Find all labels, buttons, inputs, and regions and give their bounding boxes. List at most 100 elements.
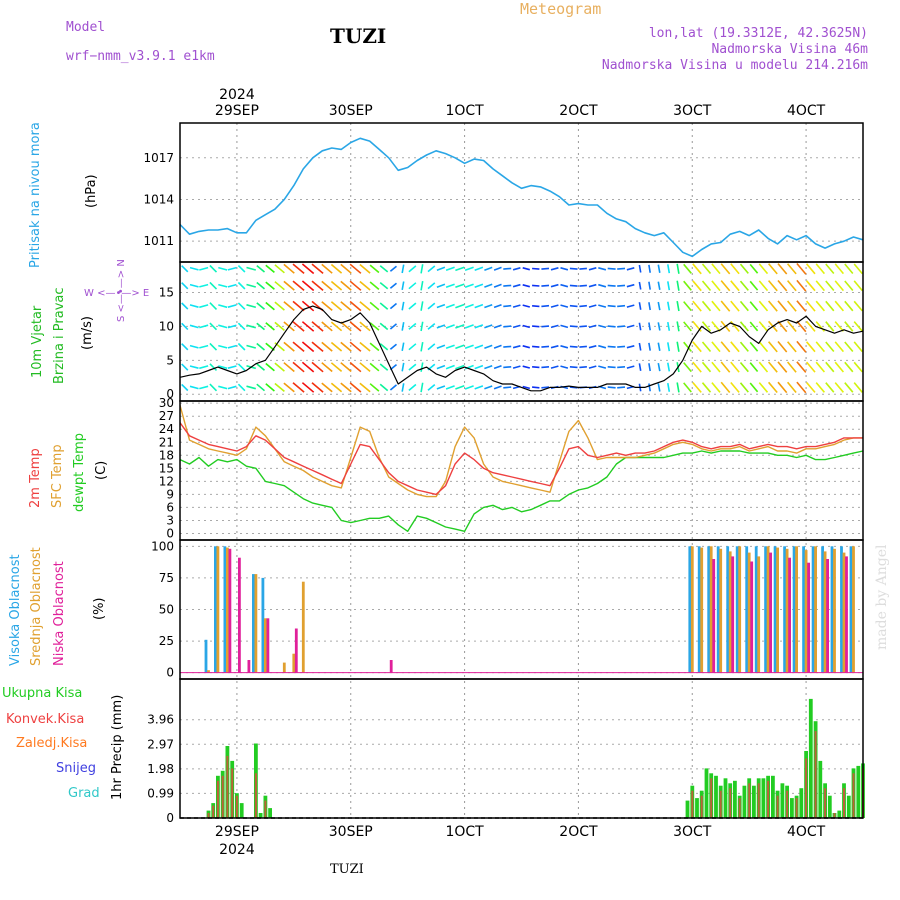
wind-arrow bbox=[199, 344, 209, 349]
wind-arrow bbox=[815, 263, 826, 275]
wind-arrow bbox=[301, 361, 315, 373]
wind-arrow bbox=[532, 386, 540, 389]
precip-total-bar bbox=[790, 798, 794, 818]
mid-cloud-bar bbox=[226, 547, 229, 673]
wind-arrow bbox=[532, 366, 540, 369]
wind-arrow bbox=[853, 341, 863, 353]
wind-arrow bbox=[369, 264, 380, 274]
wind-arrow bbox=[359, 341, 371, 352]
wind-arrow bbox=[464, 324, 474, 329]
wind-arrow bbox=[246, 266, 257, 271]
precip-conv-bar bbox=[221, 775, 224, 818]
wind-arrow bbox=[274, 301, 285, 311]
wind-arrow bbox=[617, 386, 626, 389]
wind-arrow bbox=[330, 263, 343, 274]
high-cloud-bar bbox=[214, 546, 217, 673]
wind-arrow bbox=[758, 382, 769, 393]
wind-arrow bbox=[227, 283, 237, 288]
wind-arrow bbox=[427, 343, 436, 351]
wind-arrow bbox=[292, 321, 305, 332]
wind-tick-label: 5 bbox=[166, 353, 174, 367]
precip-conv-bar bbox=[264, 800, 267, 818]
wind-arrow bbox=[321, 280, 333, 291]
wind-arrow bbox=[739, 300, 749, 312]
wind-arrow bbox=[777, 361, 788, 373]
wind-arrow bbox=[218, 304, 228, 309]
wind-arrow bbox=[189, 283, 199, 288]
wind-arrow bbox=[379, 363, 389, 371]
wind-arrow bbox=[436, 324, 446, 329]
wind-arrow bbox=[767, 263, 778, 275]
wind-arrow bbox=[657, 383, 661, 392]
wind-arrow bbox=[218, 385, 228, 390]
wind-arrow bbox=[834, 361, 845, 373]
wind-arrow bbox=[560, 267, 569, 271]
wind-arrow bbox=[720, 263, 731, 275]
wind-arrow bbox=[522, 324, 531, 329]
wind-arrow bbox=[657, 301, 661, 311]
high-cloud-bar bbox=[204, 639, 208, 673]
pressure-tick-label: 1014 bbox=[143, 192, 174, 206]
wind-arrow bbox=[834, 321, 845, 332]
wind-arrow bbox=[701, 382, 712, 393]
mid-cloud-bar bbox=[700, 547, 704, 673]
wind-arrow bbox=[436, 283, 446, 288]
wind-arrow bbox=[256, 383, 266, 392]
temp-tick-label: 30 bbox=[159, 396, 174, 410]
wind-arrow bbox=[692, 341, 702, 353]
wind-arrow bbox=[541, 304, 550, 308]
wind-arrow bbox=[408, 322, 417, 330]
wind-arrow bbox=[209, 363, 218, 371]
temp-tick-label: 9 bbox=[166, 487, 174, 501]
wind-arrow bbox=[292, 280, 305, 292]
wind-arrow bbox=[758, 280, 769, 292]
wind-arrow bbox=[330, 382, 343, 393]
mid-cloud-bar bbox=[785, 548, 789, 673]
wind-arrow bbox=[825, 382, 835, 393]
wind-arrow bbox=[464, 266, 474, 272]
model-label: Model bbox=[66, 20, 106, 35]
wind-arrow bbox=[844, 321, 854, 332]
precip-total-bar bbox=[808, 698, 813, 818]
wind-arrow bbox=[541, 267, 550, 270]
wind-arrow bbox=[209, 383, 218, 392]
wind-arrow bbox=[720, 341, 731, 353]
wind-arrow bbox=[667, 362, 671, 372]
year-label-bottom: 2024 bbox=[219, 842, 255, 858]
wind-arrow bbox=[311, 361, 324, 373]
wind-arrow bbox=[579, 325, 587, 328]
wind-arrow bbox=[796, 279, 807, 292]
wind-arrow bbox=[427, 383, 436, 391]
wind-arrow bbox=[834, 382, 845, 393]
wind-arrow bbox=[420, 280, 424, 291]
wind-arrow bbox=[227, 304, 237, 308]
high-cloud-bar bbox=[697, 546, 701, 673]
wind-arrow bbox=[189, 266, 199, 271]
wind-arrow bbox=[569, 325, 578, 328]
precip-conv-bar bbox=[226, 755, 229, 818]
wind-arrow bbox=[667, 301, 671, 311]
wind-arrow bbox=[786, 361, 797, 373]
wind-arrow bbox=[256, 322, 266, 331]
precip-conv-bar bbox=[691, 790, 694, 818]
temp-tick-label: 21 bbox=[159, 435, 174, 449]
precip-total-bar bbox=[695, 798, 699, 818]
wind-arrow bbox=[532, 267, 540, 270]
precip-conv-bar bbox=[254, 773, 257, 818]
wind-arrow bbox=[683, 301, 692, 312]
footer-station: TUZI bbox=[330, 862, 364, 877]
wind-arrow bbox=[657, 322, 661, 331]
wind-arrow bbox=[408, 302, 417, 310]
wind-arrow bbox=[598, 344, 607, 349]
wind-arrow bbox=[493, 324, 502, 329]
precip-panel-frame bbox=[179, 678, 864, 819]
wind-arrow bbox=[676, 341, 680, 352]
precip-total-bar bbox=[837, 810, 842, 818]
wind-arrow bbox=[493, 364, 502, 370]
wind-arrow bbox=[522, 267, 531, 271]
mid-cloud-bar bbox=[207, 670, 210, 673]
wind-arrow bbox=[532, 325, 540, 328]
t2m-line bbox=[179, 422, 863, 496]
wind-arrow bbox=[805, 320, 816, 332]
wind-arrow bbox=[692, 263, 702, 275]
